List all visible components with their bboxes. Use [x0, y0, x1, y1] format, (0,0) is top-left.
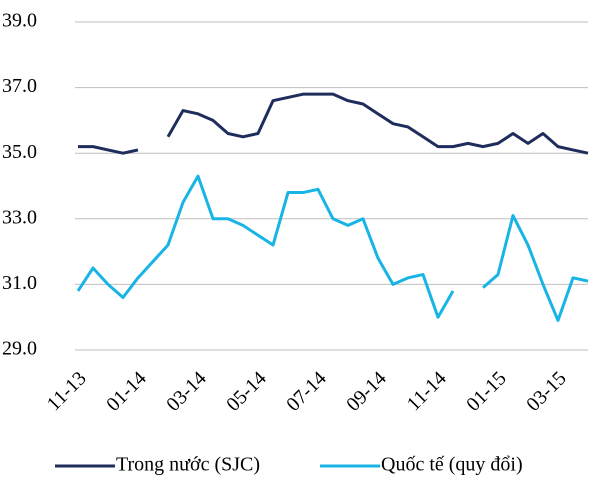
series-line — [76, 174, 589, 322]
y-tick-label: 35.0 — [2, 141, 37, 163]
legend-label: Trong nước (SJC) — [116, 454, 260, 476]
x-tick-label: 09-14 — [342, 367, 391, 416]
x-tick-label: 11-14 — [403, 367, 451, 415]
y-tick-label: 31.0 — [2, 272, 37, 294]
y-tick-label: 33.0 — [2, 206, 37, 228]
x-tick-label: 01-14 — [102, 367, 151, 416]
legend-label: Quốc tế (quy đổi) — [381, 454, 523, 476]
x-tick-label: 11-13 — [43, 367, 91, 415]
y-tick-label: 39.0 — [2, 10, 37, 32]
x-tick-label: 03-15 — [522, 367, 571, 416]
x-tick-label: 03-14 — [162, 367, 211, 416]
y-tick-label: 37.0 — [2, 75, 37, 97]
x-tick-label: 07-14 — [282, 367, 331, 416]
x-tick-label: 05-14 — [222, 367, 271, 416]
series-line — [78, 92, 589, 155]
x-tick-label: 01-15 — [462, 367, 511, 416]
y-tick-label: 29.0 — [2, 338, 37, 360]
